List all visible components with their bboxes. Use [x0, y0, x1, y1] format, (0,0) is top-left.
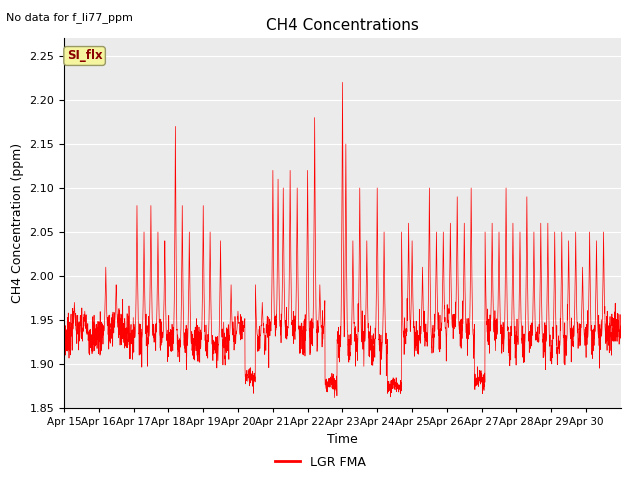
Text: No data for f_li77_ppm: No data for f_li77_ppm — [6, 12, 133, 23]
X-axis label: Time: Time — [327, 432, 358, 445]
Legend: LGR FMA: LGR FMA — [269, 451, 371, 474]
Y-axis label: CH4 Concentration (ppm): CH4 Concentration (ppm) — [11, 143, 24, 303]
Title: CH4 Concentrations: CH4 Concentrations — [266, 18, 419, 33]
Text: SI_flx: SI_flx — [67, 49, 102, 62]
